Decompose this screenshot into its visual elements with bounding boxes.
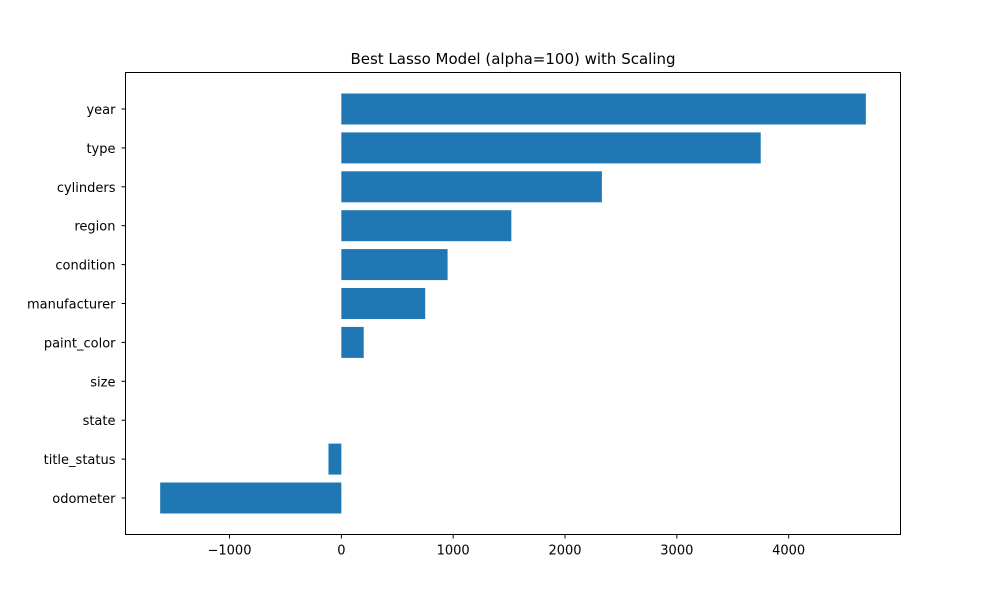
x-tick-label: 3000 [660,544,693,559]
bar-condition [341,249,448,281]
bar-region [341,210,512,242]
y-tick-label: condition [55,259,115,274]
bar-title-status [328,443,342,475]
y-tick-label: title_status [44,453,116,468]
x-tick-label: 0 [337,544,345,559]
bar-odometer [160,482,342,514]
y-axis: year type cylinders region condition manufact… [27,103,126,507]
x-tick-label: 1000 [437,544,470,559]
x-axis: −1000 0 1000 2000 3000 4000 [208,534,805,559]
x-tick-label: 2000 [548,544,581,559]
plot-frame [125,72,901,535]
y-tick-label: region [74,220,115,235]
bar-paint-color [341,326,364,358]
y-tick-label: cylinders [57,181,116,196]
bar-year [341,93,866,125]
bar-cylinders [341,171,602,203]
y-tick-label: year [86,103,116,118]
y-tick-label: paint_color [44,336,116,351]
y-tick-label: state [83,414,116,429]
bar-type [341,132,761,164]
bars-group [160,93,866,514]
y-tick-label: odometer [52,492,116,507]
y-tick-label: type [86,142,115,157]
y-tick-label: size [90,375,115,390]
x-tick-label: −1000 [208,544,252,559]
bar-manufacturer [341,288,426,319]
x-tick-label: 4000 [772,544,805,559]
chart-title: Best Lasso Model (alpha=100) with Scalin… [350,50,675,68]
y-tick-label: manufacturer [27,298,116,313]
